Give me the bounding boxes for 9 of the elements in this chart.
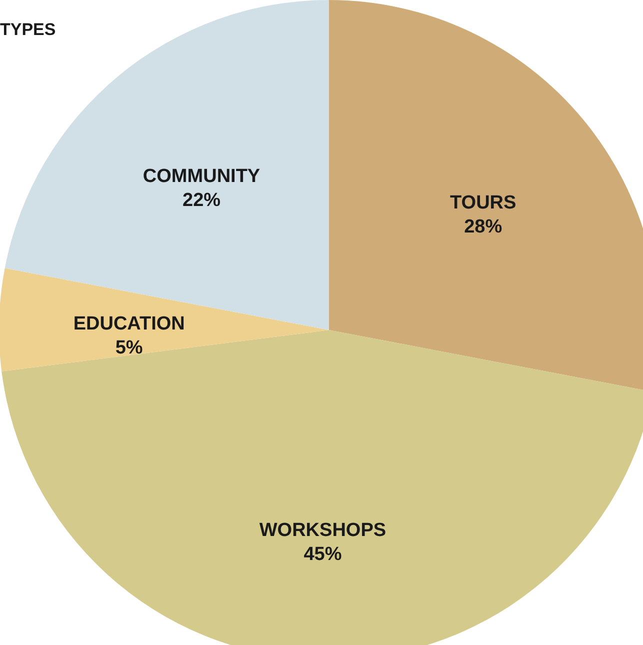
slice-label: COMMUNITY [142,166,260,187]
text: TYPES [0,20,56,39]
data-label: 45% [304,544,342,565]
slice-label: WORKSHOPS [259,520,386,541]
data-label: 28% [464,216,502,238]
data-label: 5% [115,338,143,359]
slice-label: TOURS [450,192,516,214]
data-label: 22% [182,190,221,211]
slice-label: EDUCATION [73,314,185,335]
